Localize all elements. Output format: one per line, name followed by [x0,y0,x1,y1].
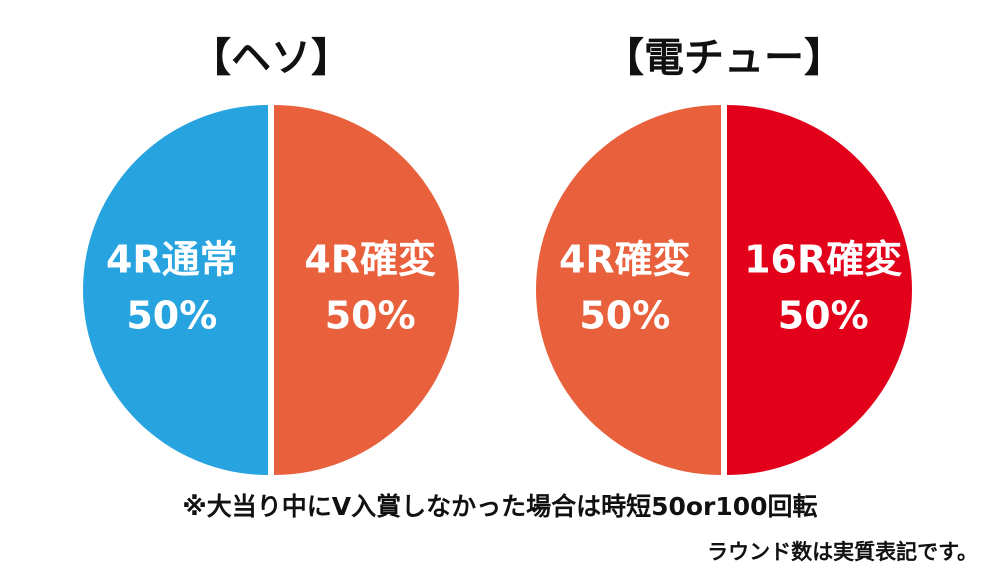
slice-label: 4R通常 [106,238,238,282]
slice-label: 4R確変 [304,238,436,282]
chart-title: 【電チュー】 [604,35,844,81]
pie-slice [727,105,912,475]
footnote-jitan: ※大当り中にV入賞しなかった場合は時短50or100回転 [182,492,818,521]
chart-title: 【ヘソ】 [191,35,351,81]
pie-chart-heso: 【ヘソ】 4R通常 50% 4R確変 50% [83,35,459,475]
slice-value-label: 50% [325,294,416,338]
pie-slice [274,105,459,475]
footnote-round-count: ラウンド数は実質表記です。 [707,540,978,564]
slice-label: 4R確変 [559,238,691,282]
slice-value-label: 50% [778,294,869,338]
pie-slice [536,105,721,475]
pie-chart-denchu: 【電チュー】 4R確変 50% 16R確変 50% [536,35,912,475]
pie-slice [83,105,268,475]
slice-value-label: 50% [126,294,217,338]
slice-value-label: 50% [579,294,670,338]
slice-label: 16R確変 [744,238,902,282]
